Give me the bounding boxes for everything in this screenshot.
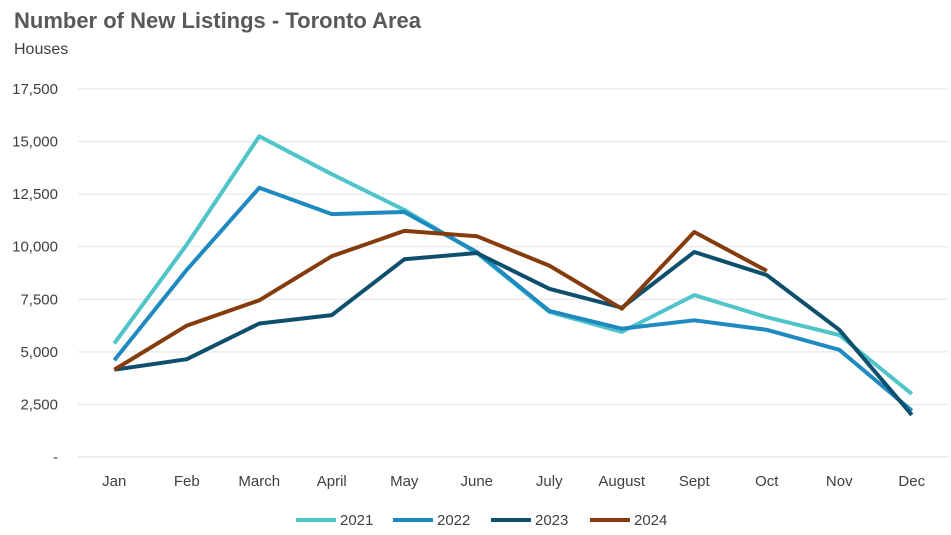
legend-label-2022: 2022 [437,512,470,529]
x-tick-label: June [460,473,493,490]
x-tick-label: August [598,473,646,490]
series-line-2023 [114,250,914,417]
legend: 2021 2022 2023 2024 [296,512,667,529]
x-tick-label: April [317,473,347,490]
y-axis-ticks: - 2,500 5,000 7,500 10,000 12,500 15,000 17,500 [12,81,58,466]
x-axis-ticks: Jan Feb March April May June July August Sept Oct… [102,473,925,490]
x-tick-label: Sept [679,473,711,490]
x-tick-label: May [390,473,419,490]
series-line-2021 [112,134,914,396]
series-lines [112,134,914,417]
y-tick-label: 2,500 [20,396,58,413]
legend-label-2024: 2024 [634,512,667,529]
y-tick-label: - [53,449,58,466]
x-tick-label: Feb [174,473,200,490]
y-tick-label: 15,000 [12,134,58,151]
y-tick-label: 7,500 [20,291,58,308]
x-tick-label: Jan [102,473,126,490]
series-line-2024 [113,228,768,372]
chart-title: Number of New Listings - Toronto Area [14,8,422,33]
x-tick-label: Oct [755,473,779,490]
x-tick-label: March [238,473,280,490]
y-tick-label: 17,500 [12,81,58,98]
gridlines [78,88,948,458]
legend-label-2023: 2023 [535,512,568,529]
legend-label-2021: 2021 [340,512,373,529]
y-tick-label: 10,000 [12,239,58,256]
series-line-2022 [112,185,914,413]
x-tick-label: July [536,473,563,490]
x-tick-label: Dec [898,473,925,490]
chart-subtitle: Houses [14,41,69,58]
y-tick-label: 5,000 [20,344,58,361]
y-tick-label: 12,500 [12,186,58,203]
x-tick-label: Nov [826,473,853,490]
